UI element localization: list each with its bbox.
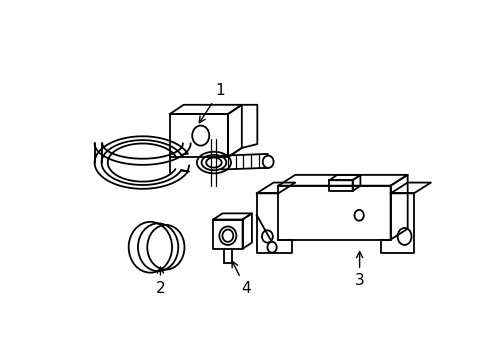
- Text: 1: 1: [199, 84, 225, 123]
- Text: 2: 2: [156, 267, 165, 296]
- Text: 3: 3: [355, 252, 365, 288]
- Text: 4: 4: [232, 261, 250, 296]
